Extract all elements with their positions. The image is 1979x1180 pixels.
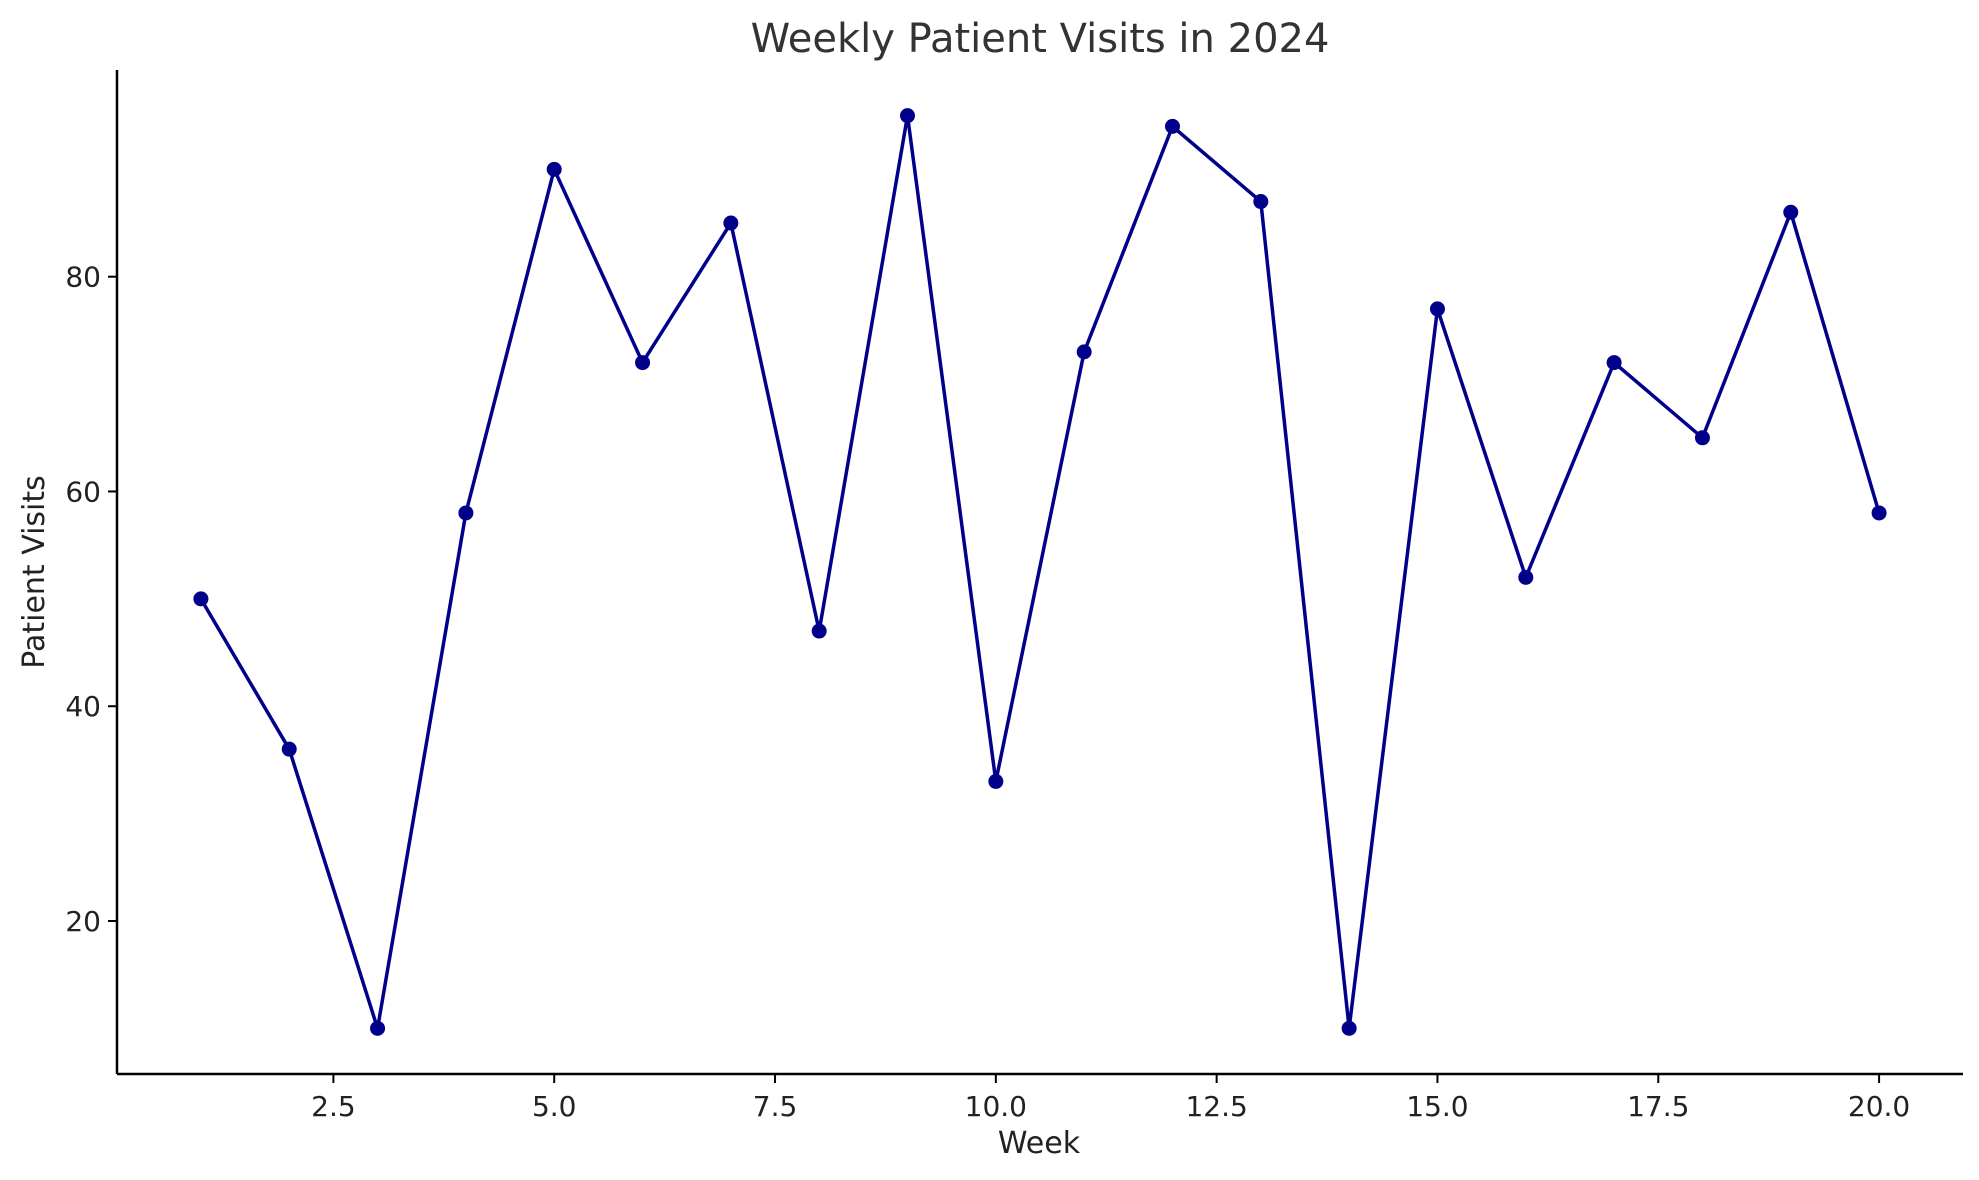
y-axis-label: Patient Visits [17,475,52,669]
x-tick-label: 15.0 [1406,1090,1468,1123]
data-point [281,741,297,757]
data-point [811,623,827,639]
data-point [1518,569,1534,585]
y-tick-label: 20 [65,905,101,938]
x-ticks: 2.5 5.0 7.5 10.0 12.5 15.0 17.5 20.0 [311,1074,1910,1123]
data-point [635,355,651,371]
data-point [546,161,562,177]
data-point [370,1020,386,1036]
y-tick-label: 40 [65,690,101,723]
chart-title: Weekly Patient Visits in 2024 [751,16,1330,62]
x-tick-label: 2.5 [311,1090,356,1123]
plot-area: 2.5 5.0 7.5 10.0 12.5 15.0 17.5 20.0 20 40 60 80 [65,70,1963,1123]
x-tick-label: 5.0 [532,1090,577,1123]
data-point [1606,355,1622,371]
data-point [988,773,1004,789]
x-tick-label: 7.5 [753,1090,798,1123]
y-tick-label: 80 [65,261,101,294]
y-ticks: 20 40 60 80 [65,261,117,938]
data-point [1783,204,1799,220]
data-point [458,505,474,521]
data-point [193,591,209,607]
data-point [1871,505,1887,521]
series-layer [193,108,1887,1036]
data-point [1694,430,1710,446]
x-tick-label: 12.5 [1185,1090,1247,1123]
x-axis-label: Week [998,1126,1081,1161]
x-tick-label: 10.0 [965,1090,1027,1123]
data-point [900,108,916,124]
data-point [1164,118,1180,134]
data-point [723,215,739,231]
series-line [199,113,1881,1031]
data-point [1341,1020,1357,1036]
y-tick-label: 60 [65,475,101,508]
x-tick-label: 20.0 [1848,1090,1910,1123]
x-tick-label: 17.5 [1627,1090,1689,1123]
data-point [1253,194,1269,210]
data-point [1429,301,1445,317]
data-point [1076,344,1092,360]
